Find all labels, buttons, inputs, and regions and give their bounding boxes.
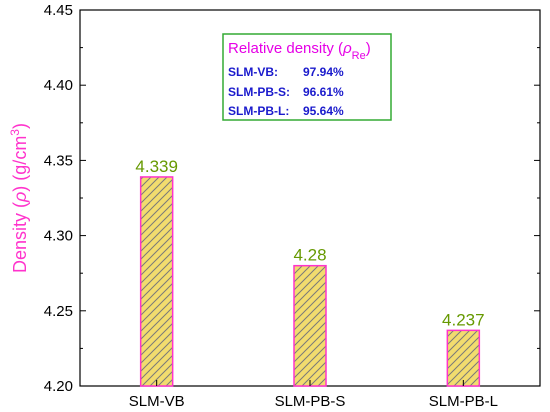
y-tick-label: 4.45 — [44, 2, 73, 19]
y-tick-label: 4.35 — [44, 152, 73, 169]
x-axis-ticks: SLM-VB SLM-PB-S SLM-PB-L — [129, 380, 498, 410]
x-tick-label: SLM-PB-S — [275, 393, 346, 410]
bar-value-label: 4.339 — [135, 157, 178, 176]
y-axis-label: Density (ρ) (g/cm3) — [8, 123, 30, 273]
x-tick-label: SLM-VB — [129, 393, 185, 410]
annotation-row-value: 97.94% — [303, 65, 344, 79]
annotation-row-value: 96.61% — [303, 85, 344, 99]
bar-value-label: 4.28 — [293, 246, 326, 265]
bar — [446, 329, 481, 387]
bar — [139, 176, 174, 387]
annotation-row-label: SLM-PB-S: — [228, 85, 290, 99]
annotation-title: Relative density (ρRe) — [228, 40, 371, 62]
annotation-row-label: SLM-VB: — [228, 65, 278, 79]
bars: 4.339 4.28 4.237 — [135, 157, 485, 387]
y-tick-label: 4.40 — [44, 77, 73, 94]
x-tick-label: SLM-PB-L — [429, 393, 498, 410]
y-axis-ticks: 4.20 4.25 4.30 4.35 4.40 4.45 — [44, 2, 540, 395]
bar-value-label: 4.237 — [442, 310, 485, 329]
y-tick-label: 4.25 — [44, 303, 73, 320]
y-tick-label: 4.30 — [44, 228, 73, 245]
relative-density-annotation: Relative density (ρRe) SLM-VB: 97.94% SL… — [222, 33, 392, 121]
annotation-row-value: 95.64% — [303, 104, 344, 118]
annotation-box — [222, 33, 392, 121]
y-tick-label: 4.20 — [44, 378, 73, 395]
annotation-row-label: SLM-PB-L: — [228, 104, 289, 118]
bar — [293, 264, 327, 387]
